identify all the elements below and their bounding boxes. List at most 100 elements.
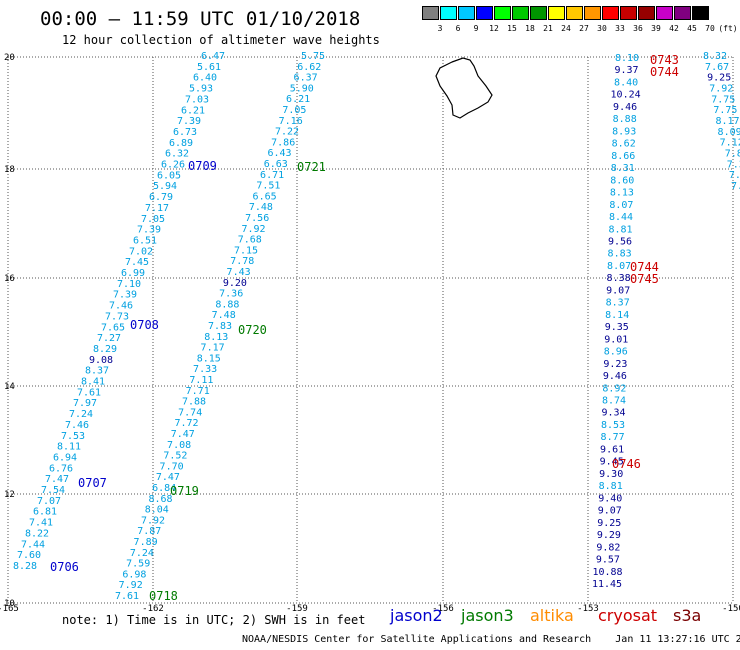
map-title: 00:00 – 11:59 UTC 01/10/2018 [40, 8, 361, 30]
swh-value: 8.29 [93, 344, 117, 355]
swh-value: 8.04 [145, 505, 169, 516]
swh-value: 8.53 [601, 420, 625, 431]
swh-value: 9.30 [599, 469, 623, 480]
pass-tag: 0744 [630, 260, 659, 274]
swh-value: 7.24 [69, 409, 93, 420]
y-tick-label: 10 [4, 599, 15, 609]
swh-value: 9.01 [604, 334, 628, 345]
swh-value: 6.05 [157, 170, 181, 181]
tick-labels: -165 -162 -159 -156 -153 -150 20 18 16 14 12 10 [0, 53, 740, 614]
legend-swatch [584, 6, 601, 20]
swh-value: 7.22 [275, 127, 299, 138]
swh-value: 7.39 [177, 116, 201, 127]
swh-value: 8.40 [614, 78, 638, 89]
legend-swatch [674, 6, 691, 20]
swh-value: 7.46 [109, 301, 133, 312]
legend-label: 33 [615, 24, 625, 33]
pass-tags: 0706070707080709071807190720072107430744… [50, 53, 679, 603]
swh-value: 7.75 [711, 94, 735, 105]
swh-value: 7.70 [160, 461, 184, 472]
y-tick-label: 18 [4, 165, 15, 175]
swh-value: 8.83 [608, 249, 632, 260]
swh-value: 7.54 [41, 485, 65, 496]
legend-swatch [530, 6, 547, 20]
swh-value: 8.17 [715, 116, 739, 127]
swh-value: 8.07 [607, 261, 631, 272]
swh-value: 5.90 [290, 83, 314, 94]
swh-value: 8.15 [197, 353, 221, 364]
swh-value: 7.39 [113, 290, 137, 301]
swh-value: 9.29 [597, 530, 621, 541]
legend-swatch [692, 6, 709, 20]
swh-value: 7.89 [134, 537, 158, 548]
swh-value: 7.44 [21, 539, 45, 550]
swh-value: 5.61 [197, 62, 221, 73]
swh-value: 8.96 [604, 347, 628, 358]
swh-value: 7.61 [77, 387, 101, 398]
island-coastline [435, 57, 493, 119]
swh-value: 7.46 [65, 420, 89, 431]
swh-value: 7.72 [174, 418, 198, 429]
swh-value: 7.92 [141, 515, 165, 526]
swh-value: 7.15 [234, 245, 258, 256]
legend-swatch [494, 6, 511, 20]
sat-cryosat: cryosat [598, 606, 658, 625]
swh-value: 9.46 [603, 371, 627, 382]
swh-value: 8.11 [57, 442, 81, 453]
swh-value: 7.17 [145, 203, 169, 214]
legend-swatch [548, 6, 565, 20]
pass-tag: 0708 [130, 318, 159, 332]
swh-value: 7.24 [130, 548, 154, 559]
x-tick-label: -150 [722, 604, 740, 614]
credit-line: NOAA/NESDIS Center for Satellite Applica… [242, 634, 740, 645]
y-tick-label: 16 [4, 274, 15, 284]
swh-value: 6.37 [294, 73, 318, 84]
legend-label: 6 [455, 24, 461, 33]
swh-value: 7.83 [208, 321, 232, 332]
swh-value: 8.81 [599, 481, 623, 492]
swh-value: 9.25 [707, 73, 731, 84]
swh-value: 7.8 [725, 149, 740, 160]
y-tick-label: 20 [4, 53, 15, 63]
swh-value: 7.39 [137, 225, 161, 236]
pass-tag: 0743 [650, 53, 679, 67]
legend-label: 39 [651, 24, 661, 33]
legend-swatch [476, 6, 493, 20]
legend-label: 36 [633, 24, 643, 33]
swh-value: 7.92 [119, 580, 143, 591]
swh-value: 7.78 [230, 256, 254, 267]
swh-value: 6.94 [53, 453, 77, 464]
grid-lines [7, 56, 734, 604]
pass-tag: 0707 [78, 476, 107, 490]
legend-swatch [422, 6, 439, 20]
swh-value: 8.88 [215, 299, 239, 310]
swh-value: 9.07 [598, 506, 622, 517]
legend-label: (ft) [718, 24, 738, 33]
swh-value: 9.45 [600, 457, 624, 468]
swh-value: 5.94 [153, 181, 177, 192]
swh-value: 7.60 [17, 550, 41, 561]
swh-value: 7.74 [178, 407, 202, 418]
swh-value: 6.40 [193, 73, 217, 84]
swh-value: 8.31 [611, 163, 635, 174]
swh-value: 8.93 [612, 126, 636, 137]
swh-value: 7.12 [720, 138, 740, 149]
swh-value: 9.56 [608, 237, 632, 248]
swh-value: 8.14 [605, 310, 629, 321]
swh-value: 6.47 [201, 51, 225, 62]
swh-value: 7.05 [282, 105, 306, 116]
swh-value: 7.68 [238, 235, 262, 246]
sat-altika: altika [530, 606, 574, 625]
swh-value: 9.82 [596, 542, 620, 553]
swh-value: 7.92 [241, 224, 265, 235]
legend-swatch [458, 6, 475, 20]
legend-label: 21 [543, 24, 553, 33]
swh-value: 9.34 [601, 408, 625, 419]
swh-value: 7.16 [279, 116, 303, 127]
swh-value: 6.73 [173, 127, 197, 138]
swh-value: 7.47 [45, 474, 69, 485]
pass-tag: 0721 [297, 160, 326, 174]
swh-value: 7.08 [167, 440, 191, 451]
swh-value: 8.37 [606, 298, 630, 309]
swh-value: 7.53 [61, 431, 85, 442]
